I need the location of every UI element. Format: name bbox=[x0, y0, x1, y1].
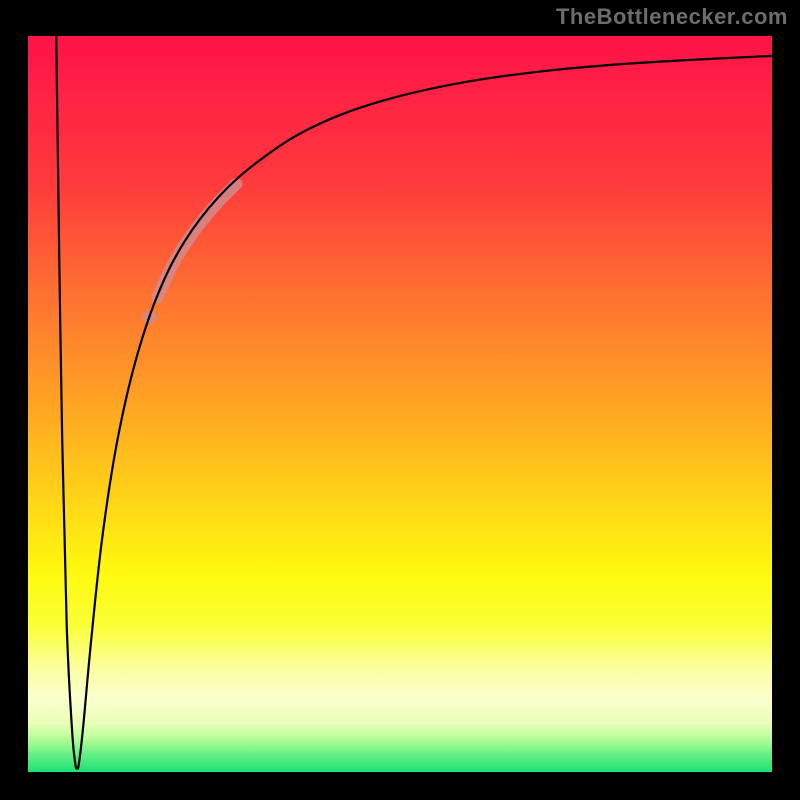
plot-area bbox=[28, 36, 772, 772]
bottleneck-chart bbox=[0, 0, 800, 800]
chart-container: TheBottlenecker.com bbox=[0, 0, 800, 800]
watermark-text: TheBottlenecker.com bbox=[556, 4, 788, 30]
